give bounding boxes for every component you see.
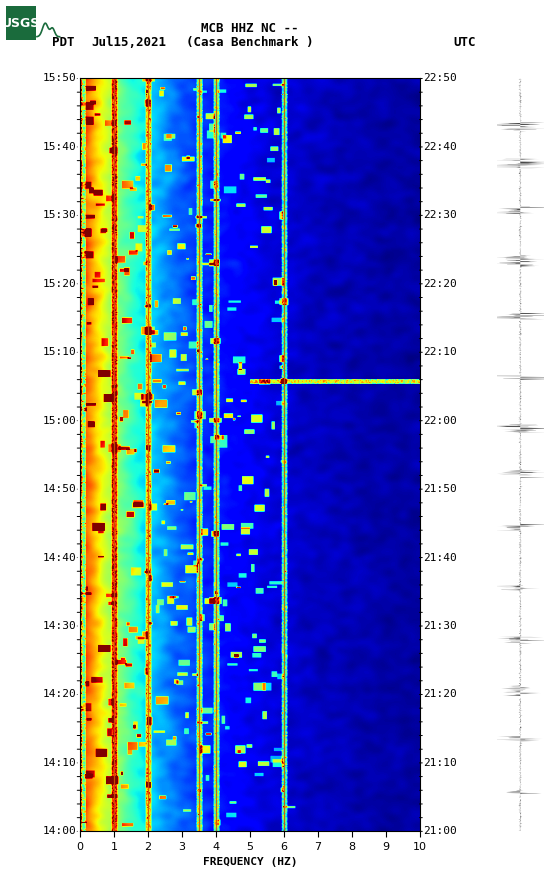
Text: 21:30: 21:30 [423, 621, 457, 631]
Text: 14:00: 14:00 [43, 826, 77, 837]
Text: MCB HHZ NC --: MCB HHZ NC -- [201, 22, 299, 35]
Text: PDT: PDT [52, 37, 75, 49]
Text: 21:10: 21:10 [423, 758, 457, 768]
Text: USGS: USGS [2, 17, 40, 29]
Text: 21:00: 21:00 [423, 826, 457, 837]
Text: UTC: UTC [453, 37, 475, 49]
Text: 14:50: 14:50 [43, 484, 77, 494]
Text: 21:20: 21:20 [423, 690, 457, 699]
Text: 15:20: 15:20 [43, 279, 77, 289]
Text: 22:30: 22:30 [423, 211, 457, 220]
Text: 22:50: 22:50 [423, 73, 457, 84]
Text: (Casa Benchmark ): (Casa Benchmark ) [186, 37, 314, 49]
Text: 14:40: 14:40 [43, 552, 77, 563]
Text: 22:20: 22:20 [423, 279, 457, 289]
Text: 22:00: 22:00 [423, 416, 457, 425]
Text: 21:50: 21:50 [423, 484, 457, 494]
Text: 15:50: 15:50 [43, 73, 77, 84]
Text: 15:10: 15:10 [43, 347, 77, 358]
Text: 15:00: 15:00 [43, 416, 77, 425]
Text: 21:40: 21:40 [423, 552, 457, 563]
Text: 15:30: 15:30 [43, 211, 77, 220]
Text: 15:40: 15:40 [43, 142, 77, 152]
Text: 14:30: 14:30 [43, 621, 77, 631]
Text: 22:10: 22:10 [423, 347, 457, 358]
Text: 14:10: 14:10 [43, 758, 77, 768]
Text: Jul15,2021: Jul15,2021 [91, 37, 166, 49]
X-axis label: FREQUENCY (HZ): FREQUENCY (HZ) [203, 857, 297, 867]
Text: 22:40: 22:40 [423, 142, 457, 152]
Text: 14:20: 14:20 [43, 690, 77, 699]
